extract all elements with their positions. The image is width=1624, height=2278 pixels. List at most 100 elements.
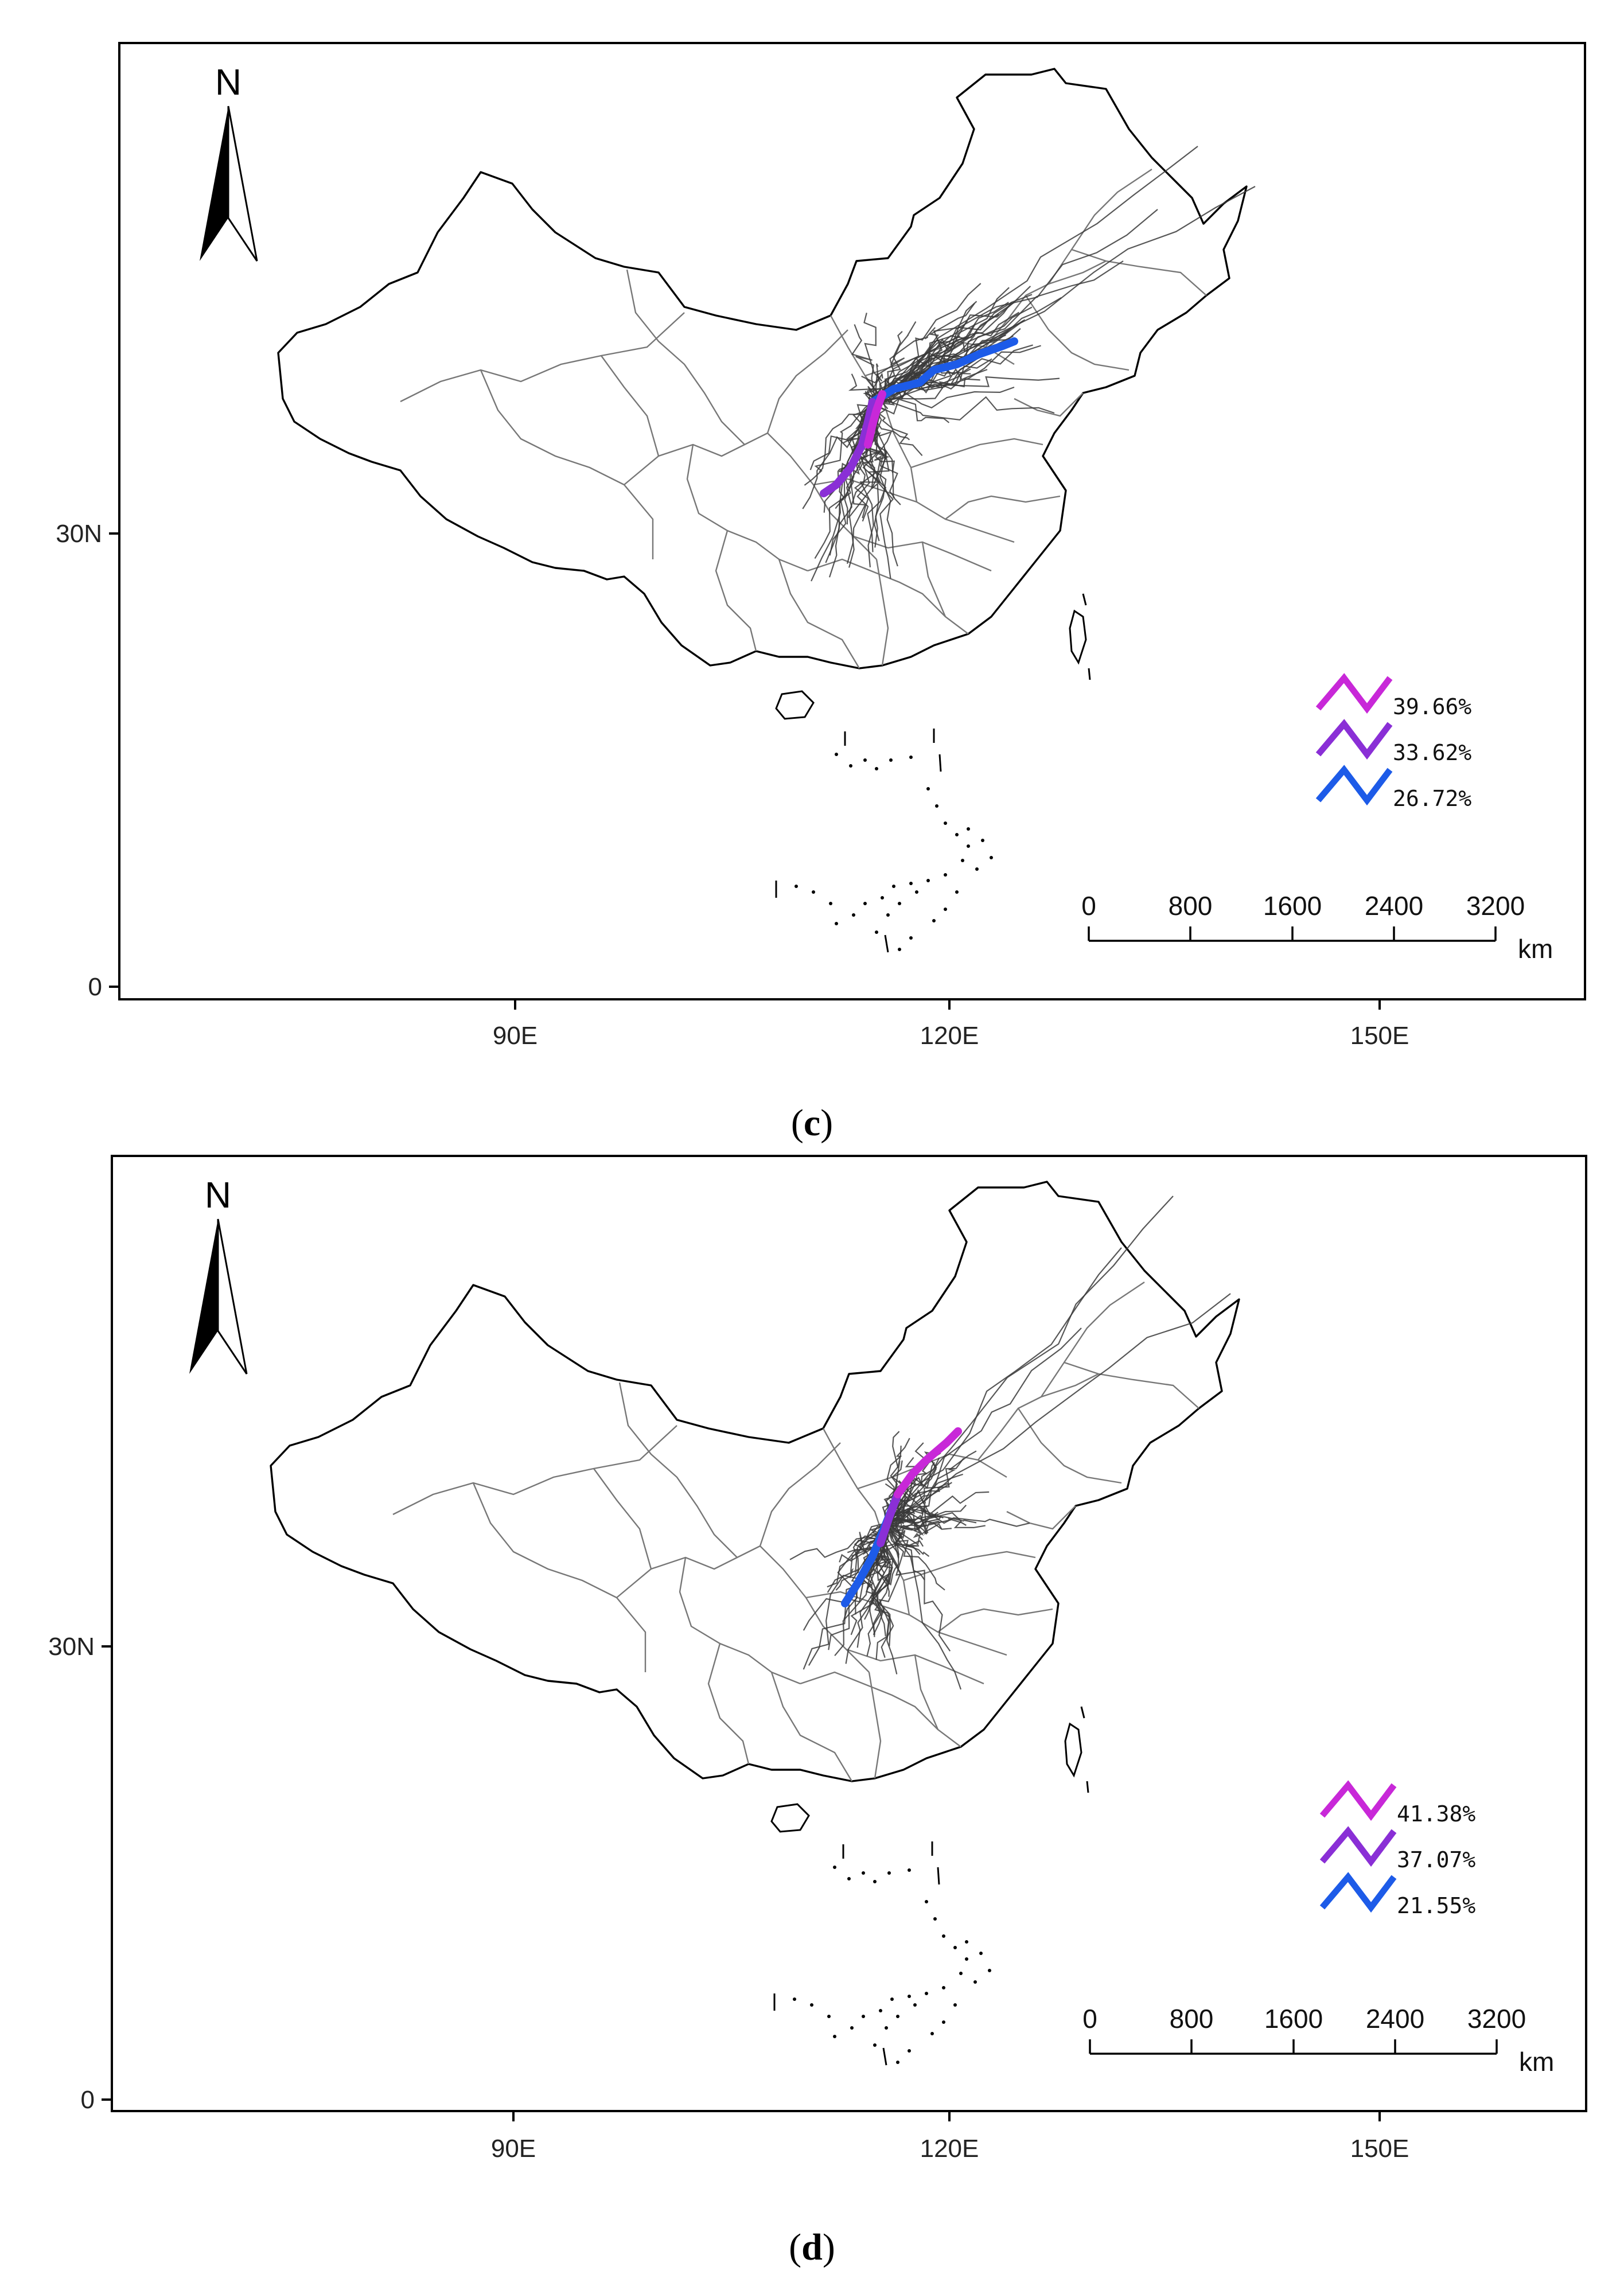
scale-label: 1600	[1263, 891, 1322, 921]
scale-label: 2400	[1366, 2004, 1424, 2034]
caption-close: )	[820, 1102, 834, 1144]
legend-item: 26.72%	[1315, 765, 1471, 811]
south-china-sea-islands	[795, 753, 993, 951]
map-d-svg: N 41.38% 37.07% 21.55%	[48, 1155, 1587, 2163]
lat-label-30n: 30N	[56, 520, 102, 548]
map-c-svg: N 39.66% 33.62% 26.72%	[56, 42, 1586, 1050]
taiwan-island	[1069, 609, 1087, 665]
lon-label-150e: 150E	[1350, 2135, 1409, 2163]
map-panel-d: N 41.38% 37.07% 21.55%	[0, 1113, 1624, 2226]
legend-label: 41.38%	[1397, 1801, 1475, 1827]
south-china-sea-islands	[793, 1866, 991, 2064]
trajectory-line	[819, 402, 874, 473]
cluster-mean-trajectory-3	[869, 337, 1018, 406]
lat-label-0: 0	[81, 2086, 95, 2114]
trajectory-line	[872, 303, 975, 403]
panel-caption-c: (c)	[0, 1101, 1624, 1145]
trajectory-line	[872, 396, 1055, 421]
legend-zigzag-icon	[1319, 1872, 1397, 1913]
trajectory-line	[802, 402, 873, 509]
map-frame	[111, 1155, 1587, 2112]
trajectory-line	[886, 1450, 977, 1524]
legend-item: 21.55%	[1319, 1872, 1475, 1918]
scale-label: 3200	[1467, 2004, 1526, 2034]
north-label: N	[215, 61, 242, 103]
north-arrow: N	[200, 61, 258, 262]
scale-label: 3200	[1466, 891, 1525, 921]
scale-unit: km	[1518, 934, 1553, 964]
lon-label-120e: 120E	[920, 2135, 979, 2163]
cluster-mean-trajectory-2	[877, 1490, 902, 1547]
trajectory-line	[879, 1522, 894, 1597]
legend-item: 41.38%	[1319, 1780, 1475, 1827]
trajectory-line	[886, 1327, 1082, 1524]
map-frame	[118, 42, 1586, 1000]
legend-label: 21.55%	[1397, 1893, 1475, 1918]
legend-zigzag-icon	[1315, 765, 1393, 806]
trajectory-line	[809, 402, 874, 470]
trajectory-line	[872, 368, 988, 404]
legend-label: 26.72%	[1393, 786, 1471, 811]
legend-zigzag-icon	[1315, 673, 1393, 714]
scale-bar: 0 800 1600 2400 3200 km	[1081, 891, 1553, 964]
taiwan-island	[1064, 1722, 1082, 1778]
province-borders	[392, 1282, 1199, 1782]
hainan-island	[770, 1803, 810, 1833]
scale-bar: 0 800 1600 2400 3200 km	[1082, 2004, 1554, 2077]
trajectory-line	[886, 1247, 1122, 1524]
trajectory-line	[872, 376, 1060, 403]
trajectory-line	[886, 1293, 1231, 1524]
cluster-legend: 39.66% 33.62% 26.72%	[1315, 673, 1471, 811]
lon-label-90e: 90E	[493, 1022, 538, 1050]
legend-item: 37.07%	[1319, 1826, 1475, 1872]
trajectory-line	[872, 386, 1015, 409]
legend-label: 39.66%	[1393, 694, 1471, 719]
trajectory-line	[882, 1446, 902, 1524]
panel-caption-d: (d)	[0, 2226, 1624, 2269]
trajectory-line	[872, 146, 1198, 403]
cluster-mean-trajectory-1	[864, 390, 886, 449]
caption-letter: d	[801, 2226, 823, 2268]
north-label: N	[205, 1174, 231, 1216]
legend-zigzag-icon	[1315, 719, 1393, 760]
trajectory-line	[872, 398, 950, 423]
nine-dash-line	[773, 1706, 1089, 2066]
scale-label: 0	[1082, 2004, 1097, 2034]
caption-open: (	[790, 1102, 804, 1144]
cluster-legend: 41.38% 37.07% 21.55%	[1319, 1780, 1475, 1918]
legend-zigzag-icon	[1319, 1826, 1397, 1867]
legend-label: 33.62%	[1393, 740, 1471, 765]
north-arrow: N	[189, 1174, 248, 1374]
trajectory-line	[789, 1522, 887, 1560]
legend-item: 39.66%	[1315, 673, 1471, 719]
nine-dash-line	[775, 593, 1091, 953]
legend-item: 33.62%	[1315, 719, 1471, 765]
scale-label: 800	[1169, 891, 1213, 921]
scale-unit: km	[1519, 2047, 1554, 2077]
cluster-mean-trajectory-1	[894, 1427, 962, 1498]
scale-label: 2400	[1365, 891, 1423, 921]
hainan-island	[775, 690, 815, 720]
trajectory-line	[886, 1514, 1030, 1527]
caption-close: )	[822, 2226, 835, 2268]
legend-zigzag-icon	[1319, 1780, 1397, 1821]
cluster-mean-trajectory-2	[820, 398, 877, 497]
caption-open: (	[789, 2226, 802, 2268]
scale-label: 1600	[1264, 2004, 1323, 2034]
trajectory-line	[886, 1522, 962, 1690]
trajectory-line	[872, 260, 1124, 403]
trajectory-line	[872, 345, 1041, 403]
scale-label: 0	[1081, 891, 1096, 921]
lon-label-120e: 120E	[920, 1022, 979, 1050]
scale-label: 800	[1170, 2004, 1214, 2034]
lat-label-30n: 30N	[48, 1633, 95, 1661]
trajectory-line	[804, 402, 873, 486]
legend-label: 37.07%	[1397, 1847, 1475, 1872]
trajectory-line	[827, 1522, 887, 1593]
trajectory-line	[851, 324, 876, 403]
map-panel-c: N 39.66% 33.62% 26.72%	[0, 0, 1624, 1107]
lat-label-0: 0	[88, 973, 102, 1001]
trajectory-line	[885, 1522, 925, 1580]
lon-label-150e: 150E	[1350, 1022, 1409, 1050]
lon-label-90e: 90E	[491, 2135, 536, 2163]
